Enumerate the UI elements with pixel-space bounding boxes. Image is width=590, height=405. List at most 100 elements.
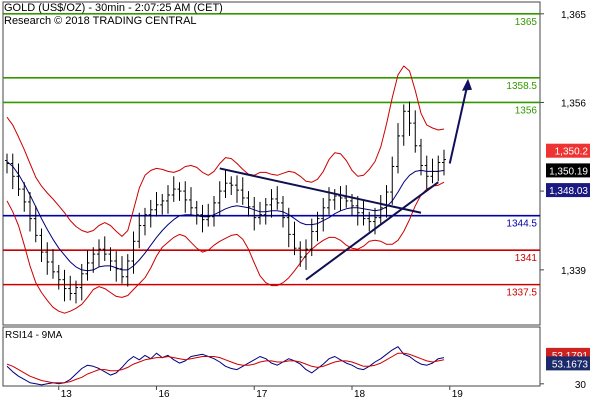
candle (16, 163, 21, 196)
candle (10, 153, 15, 190)
candle (45, 242, 50, 275)
y-tick-label: 1,339 (561, 266, 586, 277)
candle (217, 181, 222, 216)
candle (114, 251, 119, 282)
scenario-arrow-head (462, 78, 472, 91)
candle (148, 199, 153, 228)
price-panel-frame (2, 1, 541, 326)
level-label: 1358.5 (506, 81, 537, 92)
chart-subtitle: Research © 2018 TRADING CENTRAL (4, 15, 197, 27)
candle (91, 247, 96, 273)
candle (51, 249, 55, 279)
candle (28, 192, 32, 232)
candle (183, 181, 188, 213)
candle (171, 176, 176, 202)
rsi-title: RSI14 - 9MA (5, 330, 63, 341)
candle (200, 204, 205, 233)
candle (292, 221, 297, 256)
price-badge-bg (546, 163, 590, 178)
candle (212, 195, 216, 227)
candle (131, 231, 136, 274)
candle (419, 138, 423, 176)
level-label: 1337.5 (506, 288, 537, 299)
candle (235, 175, 239, 203)
candle (108, 247, 113, 271)
bollinger-upper-line (6, 65, 445, 237)
trendline (219, 167, 422, 214)
rsi-badge-label: 53.1673 (552, 359, 589, 370)
candle (269, 189, 274, 218)
candle (102, 236, 107, 261)
x-tick-label: 13 (61, 389, 73, 400)
candle (413, 110, 418, 153)
moving-average-line (6, 161, 445, 272)
scenario-arrow-shaft (448, 86, 468, 164)
candle (137, 212, 142, 249)
candle (166, 185, 170, 214)
candle (194, 200, 199, 225)
candle (367, 211, 372, 232)
candle (407, 101, 412, 136)
candle (125, 254, 130, 287)
price-badge-label: 1,348.03 (549, 186, 588, 197)
candle (85, 250, 90, 281)
candle (424, 155, 429, 190)
candle (384, 185, 389, 218)
price-badge-label: 1,350.19 (549, 166, 588, 177)
candle (143, 207, 147, 236)
y-tick-label: 1,356 (561, 98, 586, 109)
rsi-line (6, 346, 445, 386)
candle (240, 177, 245, 205)
rsi-tick-label: 30 (575, 380, 587, 391)
candle (263, 197, 268, 225)
candle (361, 199, 366, 226)
candle (56, 264, 61, 290)
candle (206, 203, 211, 227)
candle (281, 195, 285, 228)
candle (298, 241, 303, 267)
rsi-ma-line (6, 352, 445, 384)
candle (252, 196, 257, 231)
candle (309, 218, 314, 257)
price-badge-label: 1,350.2 (555, 147, 589, 158)
rsi-badge-bg (546, 356, 590, 371)
candle (5, 153, 9, 174)
chart-title: GOLD (US$/OZ) - 30min - 2:07:25 AM (CET) (4, 2, 223, 14)
x-tick-label: 17 (256, 389, 268, 400)
candle (62, 269, 67, 302)
rsi-badge-label: 53.1791 (552, 351, 589, 362)
trendline (305, 181, 439, 281)
rsi-panel-frame (2, 326, 541, 387)
candle (304, 239, 308, 270)
candle (355, 195, 360, 226)
candle (33, 205, 38, 243)
price-badge-bg (546, 183, 590, 198)
candle (246, 191, 251, 217)
price-badge-bg (546, 143, 590, 158)
chart-header: GOLD (US$/OZ) - 30min - 2:07:25 AM (CET)… (4, 2, 223, 27)
level-label: 1365 (515, 17, 538, 28)
level-label: 1341 (515, 253, 538, 264)
level-label: 1344.5 (506, 219, 537, 230)
candle (275, 186, 280, 210)
candle (68, 275, 73, 301)
candle (332, 189, 337, 210)
candle (39, 228, 44, 262)
x-tick-label: 19 (452, 389, 464, 400)
price-panel: 1,3651,3561,3471,33913651358.513561344.5… (2, 1, 590, 326)
level-label: 1356 (515, 105, 538, 116)
candle (120, 256, 124, 284)
y-tick-label: 1,365 (561, 10, 586, 21)
candle (74, 280, 78, 304)
candle (378, 195, 383, 225)
x-tick-label: 16 (159, 389, 171, 400)
candle (436, 155, 441, 182)
candle (390, 156, 395, 205)
candle (430, 158, 435, 184)
candle (223, 170, 228, 198)
candle (229, 176, 234, 196)
candle (258, 201, 262, 225)
candle (160, 194, 165, 215)
